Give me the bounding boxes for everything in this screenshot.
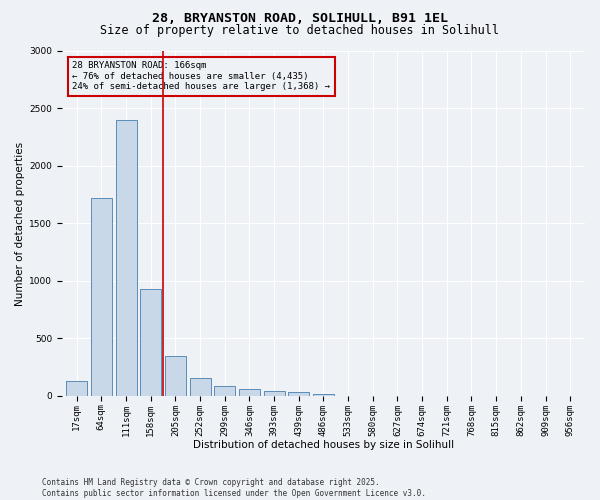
Bar [165, 356, 186, 396]
Bar [214, 386, 235, 396]
Text: Size of property relative to detached houses in Solihull: Size of property relative to detached ho… [101, 24, 499, 37]
Bar [288, 392, 309, 396]
Bar [263, 391, 284, 396]
Text: Contains HM Land Registry data © Crown copyright and database right 2025.
Contai: Contains HM Land Registry data © Crown c… [42, 478, 426, 498]
X-axis label: Distribution of detached houses by size in Solihull: Distribution of detached houses by size … [193, 440, 454, 450]
Bar [190, 378, 211, 396]
Bar [140, 289, 161, 396]
Y-axis label: Number of detached properties: Number of detached properties [15, 142, 25, 306]
Text: 28 BRYANSTON ROAD: 166sqm
← 76% of detached houses are smaller (4,435)
24% of se: 28 BRYANSTON ROAD: 166sqm ← 76% of detac… [73, 62, 331, 91]
Bar [91, 198, 112, 396]
Text: 28, BRYANSTON ROAD, SOLIHULL, B91 1EL: 28, BRYANSTON ROAD, SOLIHULL, B91 1EL [152, 12, 448, 26]
Bar [66, 381, 87, 396]
Bar [239, 389, 260, 396]
Bar [313, 394, 334, 396]
Bar [116, 120, 137, 396]
